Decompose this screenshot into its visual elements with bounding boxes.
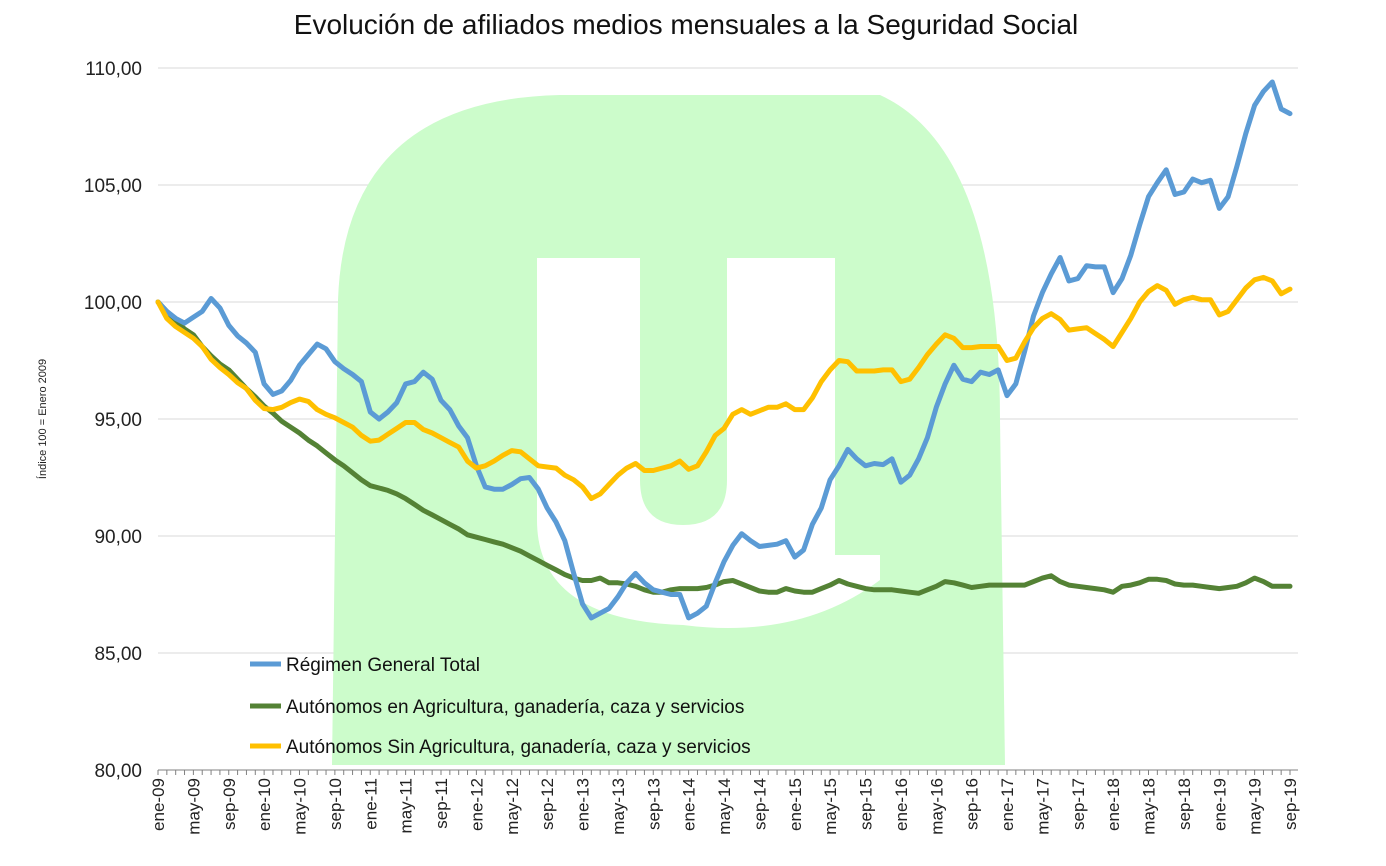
x-tick-label: may-11 bbox=[397, 778, 416, 833]
y-tick-label: 105,00 bbox=[84, 176, 142, 197]
x-tick-label: ene-15 bbox=[786, 778, 805, 831]
watermark-letter-cutout bbox=[537, 258, 880, 628]
x-tick-label: ene-14 bbox=[680, 778, 699, 831]
series-lines bbox=[155, 79, 1293, 621]
legend: Régimen General Total Autónomos en Agric… bbox=[250, 655, 751, 758]
y-tick-label: 90,00 bbox=[94, 527, 142, 548]
watermark-logo bbox=[332, 95, 1005, 765]
x-tick-label: sep-11 bbox=[432, 778, 451, 829]
x-tick-label: sep-09 bbox=[220, 778, 239, 830]
chart-title: Evolución de afiliados medios mensuales … bbox=[294, 9, 1078, 40]
x-tick-label: may-15 bbox=[821, 778, 840, 835]
x-tick-label: may-17 bbox=[1033, 778, 1052, 835]
y-tick-label: 85,00 bbox=[94, 644, 142, 665]
y-axis-ticks: 80,00 85,00 90,00 95,00 100,00 105,00 110,00 bbox=[84, 59, 142, 782]
series-line-0 bbox=[155, 79, 1293, 621]
y-axis-title: Índice 100 = Enero 2009 bbox=[36, 359, 49, 479]
y-tick-label: 95,00 bbox=[94, 410, 142, 431]
x-tick-label: may-09 bbox=[184, 778, 203, 835]
x-tick-label: sep-12 bbox=[538, 778, 557, 830]
x-tick-label: may-18 bbox=[1140, 778, 1159, 835]
x-tick-label: sep-19 bbox=[1281, 778, 1300, 830]
x-tick-label: may-14 bbox=[715, 778, 734, 835]
series-line-2 bbox=[155, 274, 1293, 502]
x-tick-label: sep-14 bbox=[750, 778, 769, 830]
x-axis-ticks: ene-09 may-09 sep-09 ene-10 may-10 sep-10 ene-… bbox=[149, 778, 1300, 835]
x-tick-label: sep-18 bbox=[1175, 778, 1194, 830]
y-tick-label: 110,00 bbox=[85, 59, 142, 80]
x-tick-label: sep-17 bbox=[1069, 778, 1088, 830]
x-tick-label: sep-16 bbox=[963, 778, 982, 830]
x-tick-label: ene-19 bbox=[1210, 778, 1229, 831]
x-tick-label: may-12 bbox=[503, 778, 522, 835]
x-tick-label: ene-16 bbox=[892, 778, 911, 831]
x-tick-label: ene-13 bbox=[574, 778, 593, 831]
legend-label-regimen-general: Régimen General Total bbox=[286, 655, 480, 676]
legend-label-autonomos-sin-agricultura: Autónomos Sin Agricultura, ganadería, ca… bbox=[286, 737, 751, 758]
x-tick-label: may-10 bbox=[291, 778, 310, 835]
x-tick-label: sep-10 bbox=[326, 778, 345, 830]
series-line-1 bbox=[155, 299, 1293, 596]
y-tick-label: 100,00 bbox=[84, 293, 142, 314]
x-tick-label: ene-11 bbox=[361, 778, 380, 830]
x-tick-label: ene-12 bbox=[467, 778, 486, 831]
x-tick-label: may-16 bbox=[927, 778, 946, 835]
x-tick-label: may-19 bbox=[1246, 778, 1265, 835]
x-tick-label: sep-13 bbox=[644, 778, 663, 830]
x-tick-label: ene-09 bbox=[149, 778, 168, 831]
x-tick-label: may-13 bbox=[609, 778, 628, 835]
x-tick-label: ene-18 bbox=[1104, 778, 1123, 831]
x-tick-label: sep-15 bbox=[857, 778, 876, 830]
y-tick-label: 80,00 bbox=[94, 761, 142, 782]
x-tick-label: ene-10 bbox=[255, 778, 274, 831]
x-tick-label: ene-17 bbox=[998, 778, 1017, 831]
x-axis bbox=[157, 769, 1298, 775]
legend-label-autonomos-agricultura: Autónomos en Agricultura, ganadería, caz… bbox=[286, 697, 744, 718]
